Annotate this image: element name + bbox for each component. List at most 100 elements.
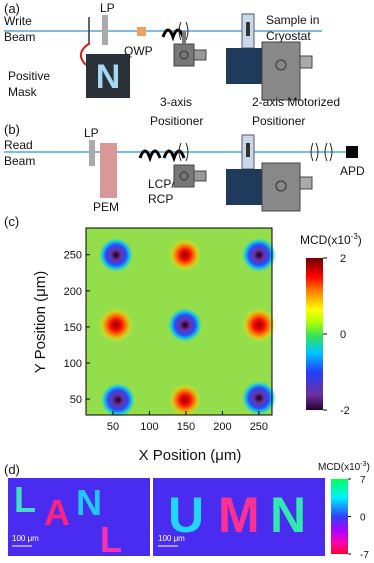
spot [99, 308, 133, 342]
x-tick-label: 100 [140, 421, 158, 433]
x-tick-label: 250 [250, 421, 268, 433]
y-tick-label: 50 [70, 394, 82, 406]
y-axis-title: Y Position (μm) [32, 271, 49, 374]
y-tick-label: 150 [64, 322, 82, 334]
image-letter: M [218, 487, 260, 543]
knob [179, 171, 189, 181]
x-tick-label: 50 [107, 421, 119, 433]
spot [169, 384, 201, 416]
x-axis-title: X Position (μm) [139, 447, 242, 464]
lens [310, 142, 333, 162]
panel-label: (a) [4, 1, 20, 16]
letters: L A NL U M N [14, 479, 306, 560]
spot [168, 308, 202, 342]
image-letter: N [76, 482, 102, 523]
positioner-label: Positioner [150, 114, 203, 128]
x-tick-label: 150 [177, 421, 195, 433]
pol-arrow [161, 28, 185, 42]
panel-label: (c) [4, 214, 19, 229]
heatmap [86, 228, 276, 417]
spot [99, 238, 133, 272]
image-letter: N [270, 487, 306, 543]
beam-label: Write [4, 14, 32, 28]
colorbar-tick-label: 7 [360, 475, 366, 486]
image-letter: A [44, 492, 70, 533]
pem [100, 143, 117, 198]
sample [246, 143, 250, 157]
colorbar-title: MCD(x10-3) [300, 232, 362, 247]
y-tick-label: 100 [64, 358, 82, 370]
lens [178, 21, 189, 41]
lp-label: LP [84, 126, 99, 140]
y-tick-label: 250 [64, 250, 82, 262]
colorbar-title-part: MCD(x10 [300, 233, 351, 247]
x-tick-label: 200 [213, 421, 231, 433]
pol-label: RCP [148, 192, 173, 206]
pol-label: LCP/ [148, 177, 175, 191]
positioner [173, 164, 195, 188]
colorbar-tick-label: 2 [340, 253, 346, 265]
sample [246, 22, 250, 36]
colorbar-tick-label: -2 [340, 405, 350, 417]
colorbar-title-part: ) [358, 233, 362, 247]
qwp [137, 27, 146, 36]
spot [242, 238, 276, 272]
polarizer [102, 15, 108, 45]
mask-image [86, 54, 130, 98]
apd [346, 146, 358, 158]
knob [275, 59, 287, 71]
image-right [153, 478, 325, 556]
image-letter: L [100, 519, 122, 560]
motor-positioner [261, 162, 301, 212]
colorbar-title-sup: -3 [360, 461, 366, 468]
motor-part [299, 176, 313, 190]
sample-label: Sample in [266, 13, 319, 27]
knob [275, 180, 287, 192]
panel-label: (d) [4, 462, 20, 477]
motor-label: 2-axis Motorized [252, 95, 340, 109]
positioner-stem [182, 31, 186, 44]
lens [178, 142, 189, 162]
sample-label: Cryostat [266, 29, 311, 43]
colorbar-tick-label: 0 [360, 513, 366, 524]
lp-label: LP [100, 1, 115, 15]
positioner-label: 3-axis [160, 95, 192, 109]
beam-label: Read [4, 138, 33, 152]
plot-frame [85, 227, 273, 416]
colorbar-tick-label: -7 [360, 550, 369, 561]
spot [242, 308, 276, 342]
colorbar-title-sup: -3 [351, 232, 359, 241]
mask-label: Positive [8, 69, 50, 83]
mask-arrow [79, 42, 91, 66]
panel-label: (b) [4, 122, 20, 137]
positioner-part [193, 49, 207, 61]
spot [242, 381, 276, 415]
beam-label: Beam [4, 154, 35, 168]
spot [101, 383, 135, 417]
scale-label: 100 μm [12, 534, 39, 543]
colorbar [306, 258, 323, 410]
motor-label: Positioner [252, 114, 305, 128]
axes: 50 100 150 200 250 50 100 150 200 250 -2 0 2 -7 0 7 [64, 250, 370, 561]
spot [169, 239, 201, 271]
knob [179, 50, 189, 60]
pem-label: PEM [93, 200, 119, 214]
motor-positioner [261, 41, 301, 101]
image-letter: U [168, 487, 204, 543]
colorbar-title-part: MCD(x10 [318, 462, 361, 473]
motor-part [299, 55, 313, 69]
image-letter: L [14, 479, 36, 520]
cryostat-mount [226, 169, 262, 205]
positioner [173, 43, 195, 67]
mask-label: Mask [8, 85, 38, 99]
y-tick-label: 200 [64, 286, 82, 298]
polarizer [89, 140, 95, 166]
positioner-part [193, 170, 207, 182]
colorbar [331, 479, 348, 554]
cryostat-mount [226, 48, 262, 84]
pol-arrow [138, 149, 186, 163]
colorbar-tick-label: 0 [340, 329, 346, 341]
qwp-label: QWP [124, 44, 153, 58]
mask-letter: N [96, 58, 121, 96]
